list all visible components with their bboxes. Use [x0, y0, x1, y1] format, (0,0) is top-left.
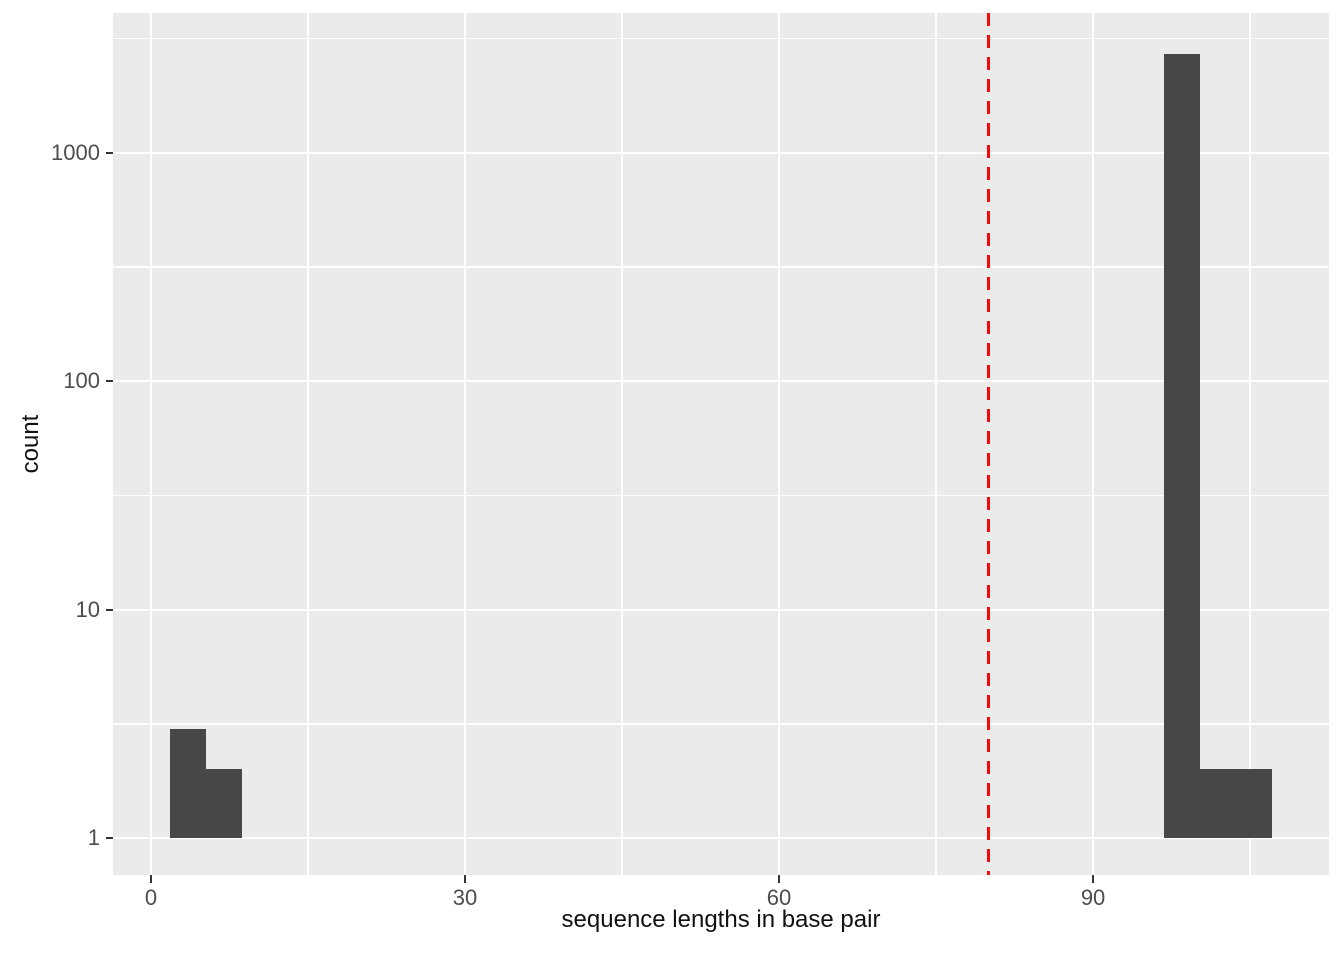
x-axis-tick-label: 60 [766, 885, 792, 910]
y-axis-tick [106, 380, 113, 383]
x-major-gridline [464, 13, 467, 875]
y-axis-tick [106, 608, 113, 611]
x-minor-gridline [621, 13, 623, 875]
y-minor-gridline [113, 37, 1329, 40]
y-major-gridline [113, 380, 1329, 383]
x-minor-gridline [1249, 13, 1251, 875]
y-minor-gridline [113, 266, 1329, 268]
y-axis-tick-label: 1000 [51, 139, 100, 165]
x-axis-tick-label: 30 [452, 885, 478, 910]
y-axis-tick-label: 1 [87, 824, 100, 850]
x-axis-tick [778, 875, 781, 883]
x-axis-tick [1092, 875, 1095, 883]
x-major-gridline [149, 13, 152, 875]
x-axis-tick [464, 875, 467, 883]
y-axis-tick [106, 836, 113, 839]
x-minor-gridline [935, 13, 937, 875]
x-minor-gridline [307, 13, 309, 875]
histogram-bar [169, 728, 206, 838]
y-axis-title: count [17, 414, 44, 474]
y-major-gridline [113, 151, 1329, 154]
y-major-gridline [113, 608, 1329, 611]
x-major-gridline [778, 13, 781, 875]
x-axis-title: sequence lengths in base pair [561, 906, 881, 933]
histogram-bar [205, 769, 242, 838]
x-axis-tick-label: 90 [1080, 885, 1106, 910]
threshold-vline [986, 13, 990, 875]
histogram-bar [1200, 769, 1237, 838]
x-axis-tick-label: 0 [144, 885, 158, 910]
histogram-bar [1164, 54, 1201, 838]
plot-panel [113, 13, 1329, 875]
y-axis-tick-label: 100 [63, 368, 100, 394]
y-axis-tick-label: 10 [75, 596, 100, 622]
y-minor-gridline [113, 723, 1329, 725]
x-major-gridline [1092, 13, 1095, 875]
y-minor-gridline [113, 494, 1329, 497]
histogram-bar [1236, 769, 1273, 838]
y-major-gridline [113, 836, 1329, 839]
y-axis-tick [106, 151, 113, 154]
x-axis-tick [149, 875, 152, 883]
